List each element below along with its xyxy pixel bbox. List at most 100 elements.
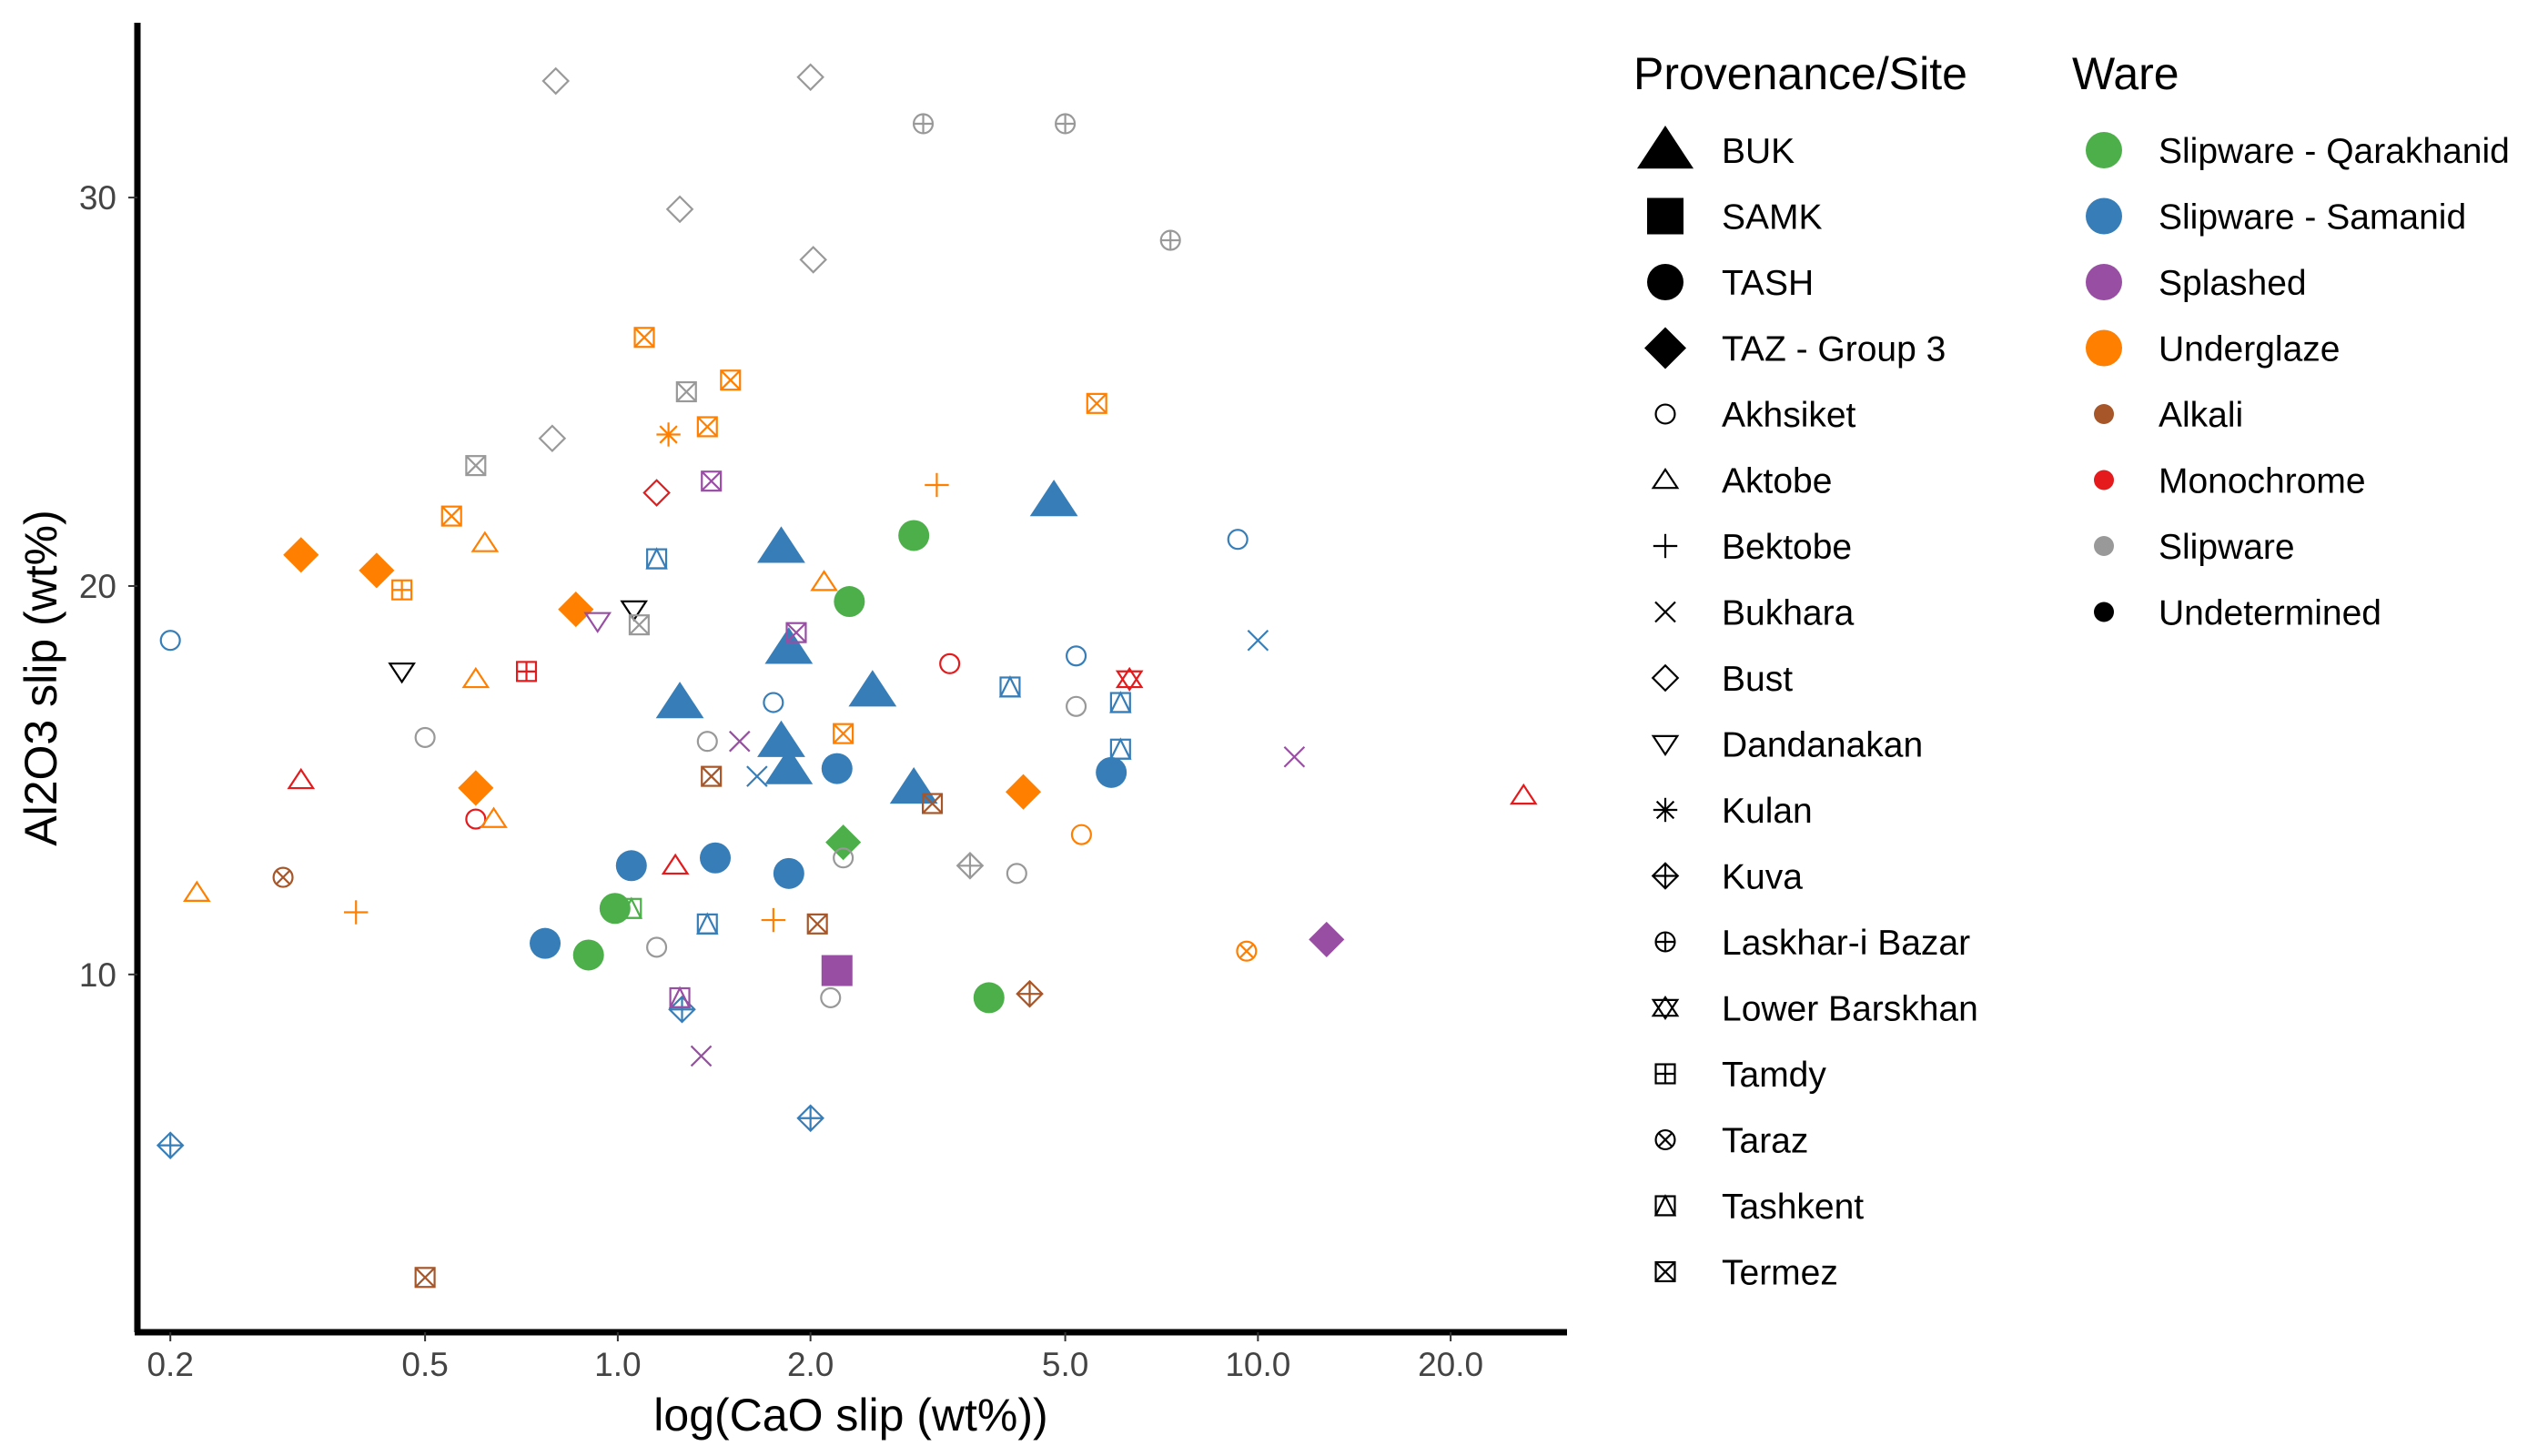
data-point-tash [898, 520, 930, 551]
data-point-buk [889, 766, 938, 804]
data-point-bust [538, 424, 567, 453]
data-point-akhsiket [414, 726, 436, 748]
legend-key-aktobe [1651, 467, 1680, 490]
legend-key-tash [1647, 264, 1684, 300]
x-axis-ticks: 0.2 0.5 1.0 2.0 5.0 10.0 20.0 [147, 1332, 1483, 1383]
x-tick-label: 1.0 [594, 1346, 641, 1383]
legend-label-akhsiket: Akhsiket [1722, 396, 1856, 435]
data-point-tamdy [391, 579, 413, 601]
data-point-tash [1096, 756, 1127, 788]
legend-key-laskhar-i-bazar [1654, 931, 1676, 953]
data-point-lower-barskhan [1115, 666, 1144, 692]
data-point-termez [696, 416, 718, 438]
legend-label-lower-barskhan: Lower Barskhan [1722, 990, 1978, 1029]
data-point-tash [572, 939, 604, 971]
data-point-taz-group-3 [458, 770, 494, 806]
legend-key-bukhara [1654, 601, 1676, 623]
x-tick-label: 0.2 [147, 1346, 193, 1383]
data-point-kuva [956, 851, 985, 880]
data-point-taraz [272, 866, 294, 888]
x-tick-label: 10.0 [1225, 1346, 1290, 1383]
x-tick-label: 20.0 [1418, 1346, 1483, 1383]
data-point-termez [414, 1267, 436, 1289]
y-tick-label: 10 [79, 956, 116, 994]
data-point-akhsiket [1070, 824, 1092, 845]
data-point-bust [665, 195, 694, 224]
legend-key-samk [1647, 197, 1684, 235]
legend-provenance-site: Provenance/Site BUK SAMK TASH TAZ - Group 3 A… [1633, 48, 1978, 1293]
data-point-kuva [796, 1104, 824, 1133]
legend-label-bust: Bust [1722, 660, 1793, 699]
data-point-taz-group-3 [825, 824, 862, 861]
legend-label-underglaze: Underglaze [2159, 330, 2340, 369]
data-point-tashkent [645, 547, 668, 570]
data-point-tashkent [696, 912, 719, 935]
legend-label-tash: TASH [1722, 264, 1814, 303]
legend-label-slipware-samanid: Slipware - Samanid [2159, 198, 2466, 238]
data-point-bektobe [925, 472, 949, 498]
data-point-akhsiket [833, 847, 854, 869]
legend-label-buk: BUK [1722, 132, 1795, 171]
legend-title-ware: Ware [2072, 48, 2179, 99]
data-point-bukhara [729, 730, 751, 753]
data-point-akhsiket [763, 692, 784, 713]
data-point-termez [701, 470, 723, 492]
data-point-tash [615, 850, 647, 882]
data-point-aktobe [480, 806, 508, 828]
y-tick-label: 20 [79, 568, 116, 605]
data-point-termez [921, 793, 944, 814]
legend-key-kulan [1653, 797, 1678, 823]
data-point-taz-group-3 [1005, 774, 1042, 810]
legend-label-taz-group-3: TAZ - Group 3 [1722, 330, 1946, 369]
data-point-buk [655, 682, 704, 719]
data-point-samk [821, 955, 853, 986]
legend-label-dandanakan: Dandanakan [1722, 726, 1923, 765]
legend-key-monochrome [2094, 470, 2114, 490]
data-point-tamdy [515, 661, 538, 682]
data-point-buk [764, 627, 814, 664]
data-point-laskhar-i-bazar [1159, 229, 1181, 251]
data-point-akhsiket [1066, 645, 1087, 667]
legend-label-slipware: Slipware [2159, 528, 2295, 567]
data-point-tashkent [668, 986, 692, 1008]
data-point-termez [465, 455, 487, 477]
data-point-buk [757, 720, 805, 757]
legend-label-bukhara: Bukhara [1722, 594, 1855, 633]
data-point-laskhar-i-bazar [912, 113, 935, 135]
data-point-taraz [1236, 940, 1258, 962]
data-point-termez [440, 505, 462, 527]
data-point-buk [764, 747, 814, 784]
data-point-dandanakan [583, 612, 612, 633]
data-point-aktobe [810, 570, 838, 592]
data-point-akhsiket [939, 652, 961, 674]
legend-key-tashkent [1653, 1194, 1677, 1217]
data-point-aktobe [287, 767, 316, 790]
legend-label-taraz: Taraz [1722, 1122, 1808, 1161]
data-point-bukhara [690, 1045, 713, 1067]
data-point-tashkent [1109, 737, 1132, 760]
data-point-akhsiket [646, 936, 668, 958]
x-axis-title: log(CaO slip (wt%)) [653, 1390, 1047, 1441]
legend-label-laskhar-i-bazar: Laskhar-i Bazar [1722, 924, 1970, 963]
legend-label-slipware-qarakhanid: Slipware - Qarakhanid [2159, 132, 2510, 171]
data-point-taz-group-3 [359, 552, 395, 589]
data-point-termez [701, 765, 723, 787]
legend-key-buk [1636, 126, 1694, 169]
x-tick-label: 2.0 [787, 1346, 834, 1383]
legend-label-monochrome: Monochrome [2159, 462, 2366, 501]
data-point-tash [821, 753, 853, 784]
data-point-aktobe [182, 880, 211, 902]
legend-label-splashed: Splashed [2159, 264, 2307, 303]
legend-key-bektobe [1653, 533, 1678, 559]
y-tick-label: 30 [79, 179, 116, 217]
legend-key-undetermined [2094, 602, 2114, 622]
legend-key-underglaze [2086, 329, 2122, 367]
data-point-termez [633, 327, 655, 349]
legend-label-bektobe: Bektobe [1722, 528, 1852, 567]
x-tick-label: 0.5 [401, 1346, 448, 1383]
data-point-termez [628, 614, 650, 636]
legend-key-slipware-samanid [2086, 197, 2122, 235]
data-point-aktobe [461, 666, 490, 689]
data-point-tash [530, 927, 561, 959]
